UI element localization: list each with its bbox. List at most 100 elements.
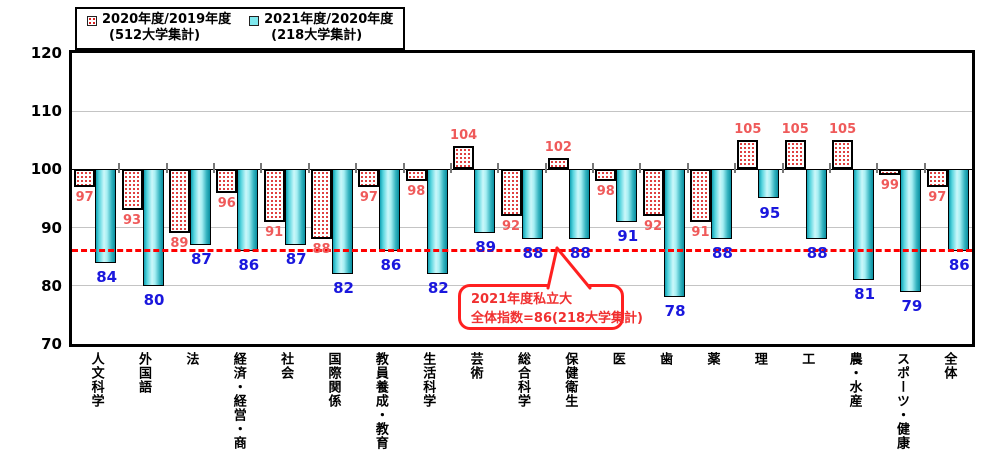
bar-2021-保健衛生 [568,169,590,240]
bar-label-2020: 105 [781,122,809,138]
bar-2021-全体 [947,169,969,251]
axis-tick [734,163,737,174]
legend-marker-dot-pattern-icon [87,16,97,26]
bar-label-2020: 91 [265,224,284,240]
bar-2021-教員養成・教育 [379,169,401,251]
y-tick-label-90: 90 [41,218,62,237]
bar-label-2020: 89 [170,236,189,252]
y-tick-label-100: 100 [30,160,62,179]
bar-label-2021: 95 [759,203,781,222]
bar-2021-法 [189,169,211,246]
legend-label-2020-line1: 2020年度/2019年度 [102,12,232,27]
legend-entry-2020: 2020年度/2019年度 (512大学集計) [87,12,231,44]
grid-line-110 [72,110,972,112]
bar-label-2021: 87 [285,250,307,269]
bar-label-2020: 102 [544,139,572,155]
bar-2020-経済・経営・商 [216,169,238,193]
bar-label-2021: 86 [948,255,970,274]
category-label-理: 理 [751,352,767,366]
bar-label-2020: 91 [691,224,710,240]
bar-2020-医 [595,169,617,182]
bar-label-2021: 81 [854,284,876,303]
legend-label-2020-line2: (512大学集計) [109,28,201,43]
y-tick-label-80: 80 [41,276,62,295]
axis-tick [592,163,595,174]
bar-2021-社会 [284,169,306,246]
bar-label-2021: 91 [617,226,639,245]
bar-2020-国際関係 [311,169,333,240]
axis-tick [686,163,689,174]
annotation-line2: 全体指数=86(218大学集計) [471,311,644,326]
category-label-国際関係: 国際関係 [325,352,341,408]
bar-label-2021: 78 [664,302,686,321]
bar-label-2021: 80 [143,290,165,309]
bar-label-2021: 87 [190,250,212,269]
category-label-法: 法 [183,352,199,366]
bar-2020-保健衛生 [547,157,569,170]
bar-2020-薬 [689,169,711,222]
bar-2020-農・水産 [832,140,854,170]
bar-2020-スポーツ・健康 [879,169,901,176]
axis-tick [118,163,121,174]
category-label-薬: 薬 [704,352,720,366]
axis-tick [497,163,500,174]
bar-2021-人文科学 [95,169,117,263]
plot-area: 97 84 93 80 89 87 96 86 91 87 88 82 97 86 98 82 104 89 92 8… [69,50,975,347]
category-label-人文科学: 人文科学 [88,352,104,408]
category-label-経済・経営・商: 経済・経営・商 [230,352,246,450]
bar-label-2020: 93 [123,213,142,229]
bar-label-2020: 97 [928,189,947,205]
category-label-社会: 社会 [278,352,294,380]
bar-2020-芸術 [453,146,475,170]
y-tick-label-70: 70 [41,335,62,353]
legend-label-2021-line1: 2021年度/2020年度 [264,12,394,27]
category-label-芸術: 芸術 [467,352,483,380]
bar-2021-スポーツ・健康 [900,169,922,292]
bar-label-2021: 86 [238,255,260,274]
axis-tick [781,163,784,174]
legend-entry-2021: 2021年度/2020年度 (218大学集計) [249,12,393,44]
bar-2021-歯 [663,169,685,298]
bar-label-2020: 104 [450,128,478,144]
axis-tick [307,163,310,174]
category-label-歯: 歯 [657,352,673,366]
axis-tick [639,163,642,174]
bar-2021-総合科学 [521,169,543,240]
bar-2020-外国語 [121,169,143,211]
bar-label-2020: 97 [75,189,94,205]
bar-2021-理 [758,169,780,199]
bar-label-2020: 99 [880,178,899,194]
bar-2020-歯 [642,169,664,216]
axis-tick [923,163,926,174]
category-label-全体: 全体 [941,352,957,380]
bar-2021-芸術 [474,169,496,234]
bar-label-2020: 97 [359,189,378,205]
bar-2020-法 [168,169,190,234]
bar-label-2020: 105 [829,122,857,138]
bar-label-2020: 98 [407,184,426,200]
bar-2021-国際関係 [332,169,354,275]
bar-label-2021: 88 [712,244,733,263]
axis-tick [260,163,263,174]
annotation-pointer-icon [546,246,592,290]
bar-2020-全体 [926,169,948,187]
bar-2020-生活科学 [405,169,427,182]
bar-2020-社会 [263,169,285,222]
axis-tick [355,163,358,174]
category-label-保健衛生: 保健衛生 [562,352,578,408]
bar-label-2020: 92 [644,218,663,234]
axis-tick [544,163,547,174]
category-label-教員養成・教育: 教員養成・教育 [372,352,388,450]
category-label-総合科学: 総合科学 [515,352,530,408]
bar-label-2021: 82 [427,279,449,298]
annotation-line1: 2021年度私立大 [471,292,573,307]
category-label-工: 工 [799,352,815,366]
y-tick-label-120: 120 [30,44,62,62]
bar-label-2021: 88 [806,244,828,263]
bar-2020-工 [784,140,806,170]
bar-label-2021: 89 [475,238,497,257]
category-label-生活科学: 生活科学 [420,352,436,408]
category-label-外国語: 外国語 [136,352,152,394]
axis-tick [165,163,168,174]
